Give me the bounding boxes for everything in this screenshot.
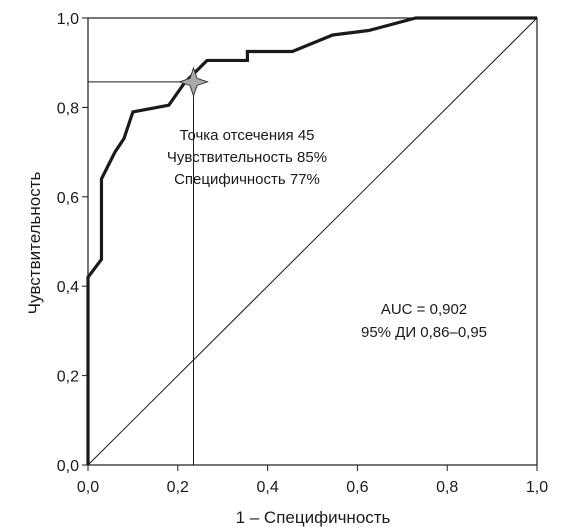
auc-annotation-line-2: 95% ДИ 0,86–0,95: [361, 324, 487, 341]
x-tick-label: 0,6: [346, 479, 368, 496]
x-axis-ticks: 0,0 0,2 0,4 0,6 0,8 1,0: [77, 465, 548, 496]
y-tick-label: 0,0: [57, 458, 79, 475]
x-tick-label: 1,0: [526, 479, 548, 496]
x-tick-label: 0,4: [256, 479, 278, 496]
x-tick-label: 0,2: [167, 479, 189, 496]
reference-diagonal-line: [87, 17, 538, 466]
cutoff-guide-lines: [88, 81, 195, 465]
plot-area: [87, 17, 538, 466]
y-axis-ticks: 0,0 0,2 0,4 0,6 0,8 1,0: [57, 11, 88, 475]
marker-layer: [177, 66, 210, 98]
x-tick-label: 0,8: [436, 479, 458, 496]
y-tick-label: 0,2: [57, 369, 79, 386]
cutoff-annotation-line-2: Чувствительность 85%: [167, 149, 327, 166]
cutoff-star-marker: [177, 66, 210, 98]
roc-curve-line: [86, 16, 537, 465]
auc-annotation-line-1: AUC = 0,902: [381, 301, 467, 318]
x-tick-label: 0,0: [77, 479, 99, 496]
y-tick-label: 0,6: [57, 190, 79, 207]
y-tick-label: 1,0: [57, 11, 79, 28]
plot-frame: [87, 17, 538, 466]
cutoff-annotation-line-1: Точка отсечения 45: [179, 127, 314, 144]
y-tick-label: 0,8: [57, 100, 79, 117]
y-tick-label: 0,4: [57, 279, 79, 296]
cutoff-annotation-line-3: Специфичность 77%: [174, 171, 320, 188]
x-axis-title: 1 – Специфичность: [236, 508, 391, 527]
series-layer: [86, 16, 537, 465]
y-axis-title: Чувствительность: [25, 171, 44, 314]
